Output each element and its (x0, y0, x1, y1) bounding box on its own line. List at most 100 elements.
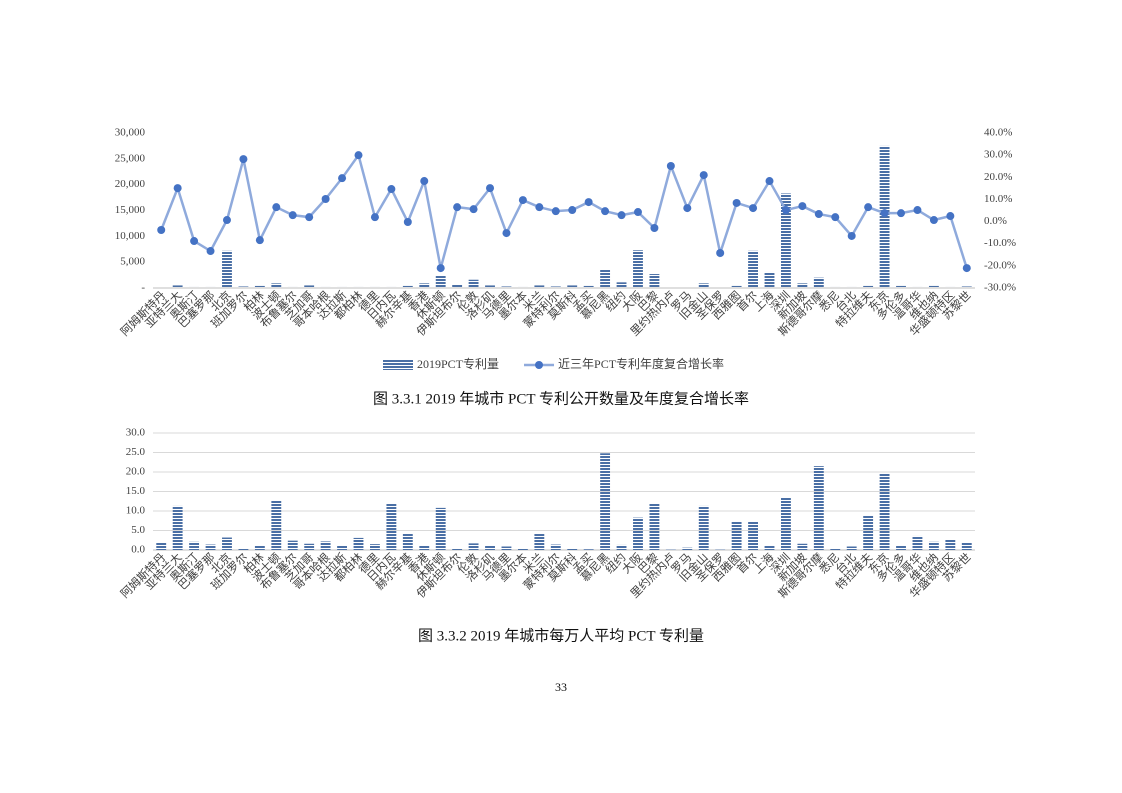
line-marker (502, 229, 511, 238)
bar (419, 283, 430, 288)
bar (468, 279, 479, 288)
line-marker (897, 209, 906, 218)
line-marker (847, 231, 856, 240)
line-marker (469, 205, 478, 214)
line-marker (962, 264, 971, 273)
bar (928, 285, 939, 288)
bar (205, 286, 216, 288)
line-marker (633, 208, 642, 217)
bar (172, 505, 183, 550)
line-marker (535, 203, 544, 212)
bar (797, 283, 808, 288)
bar (222, 250, 232, 288)
line-marker (732, 198, 741, 207)
y-tick-label: - (141, 282, 145, 294)
y-tick-label: 5.0 (131, 524, 145, 536)
bar (189, 286, 200, 288)
bar (797, 543, 808, 550)
bar (945, 286, 956, 288)
bar (830, 548, 841, 550)
bar (813, 277, 824, 288)
y-tick-label: 30,000 (115, 127, 146, 139)
y2-tick-label: -20.0% (984, 259, 1016, 271)
bar (320, 541, 331, 550)
bar (567, 548, 578, 550)
line-marker (157, 225, 166, 234)
line-marker (206, 247, 215, 256)
bar (435, 507, 446, 550)
page-number: 33 (555, 680, 567, 694)
line-marker (486, 184, 495, 193)
bar (320, 286, 331, 288)
y2-tick-label: 30.0% (984, 149, 1012, 161)
bar (764, 545, 775, 550)
y-tick-label: 30.0 (126, 427, 146, 439)
y-tick-label: 20.0 (126, 466, 146, 478)
bar (156, 287, 167, 288)
y-tick-label: 15.0 (126, 485, 146, 497)
bar (485, 285, 495, 288)
legend-marker (535, 361, 544, 369)
bar (912, 535, 923, 550)
y2-tick-label: -30.0% (984, 282, 1016, 294)
bar (698, 505, 709, 550)
bar (271, 283, 282, 288)
bar (928, 541, 939, 550)
y2-tick-label: 10.0% (984, 193, 1012, 205)
bar (682, 287, 693, 288)
line-marker (403, 218, 412, 227)
line-marker (173, 184, 182, 193)
line-marker (781, 206, 790, 215)
line-marker (650, 223, 659, 232)
bar (830, 286, 841, 288)
bar (781, 193, 791, 288)
bar (600, 269, 611, 288)
line-marker (338, 174, 347, 183)
line-marker (453, 203, 462, 212)
bar (896, 545, 906, 550)
bar (550, 544, 561, 550)
line-marker (420, 177, 429, 186)
bar (616, 282, 627, 288)
y2-tick-label: 0.0% (984, 215, 1007, 227)
bar (271, 500, 282, 550)
bar (600, 453, 611, 550)
line-marker (666, 161, 675, 170)
line-marker (699, 171, 708, 180)
caption: 图 3.3.2 2019 年城市每万人平均 PCT 专利量 (418, 627, 704, 644)
bar (468, 543, 479, 550)
bar (583, 285, 594, 288)
bar (353, 537, 364, 550)
bar (748, 521, 758, 550)
line-marker (831, 213, 840, 222)
legend-label: 2019PCT专利量 (417, 356, 499, 371)
line-marker (387, 185, 396, 194)
bar (222, 537, 232, 550)
bar (863, 515, 874, 550)
line-marker (288, 211, 297, 220)
bar (238, 286, 249, 288)
line-marker (864, 203, 873, 212)
line-marker (272, 203, 281, 212)
bar (764, 271, 775, 288)
bar (386, 503, 397, 550)
line-marker (518, 196, 527, 205)
line-marker (683, 204, 692, 213)
line-marker (601, 207, 610, 216)
bar (550, 286, 561, 288)
bar (419, 545, 430, 550)
bar (879, 473, 890, 550)
line-marker (814, 210, 823, 219)
bar (912, 286, 923, 288)
bar (896, 285, 906, 288)
line-marker (765, 177, 774, 186)
bar (517, 286, 528, 288)
bar (583, 549, 594, 550)
bar (682, 547, 693, 550)
line-marker (946, 212, 955, 221)
y-tick-label: 25.0 (126, 446, 146, 458)
line-marker (222, 216, 231, 225)
bar (961, 542, 972, 550)
line-marker (354, 151, 363, 160)
